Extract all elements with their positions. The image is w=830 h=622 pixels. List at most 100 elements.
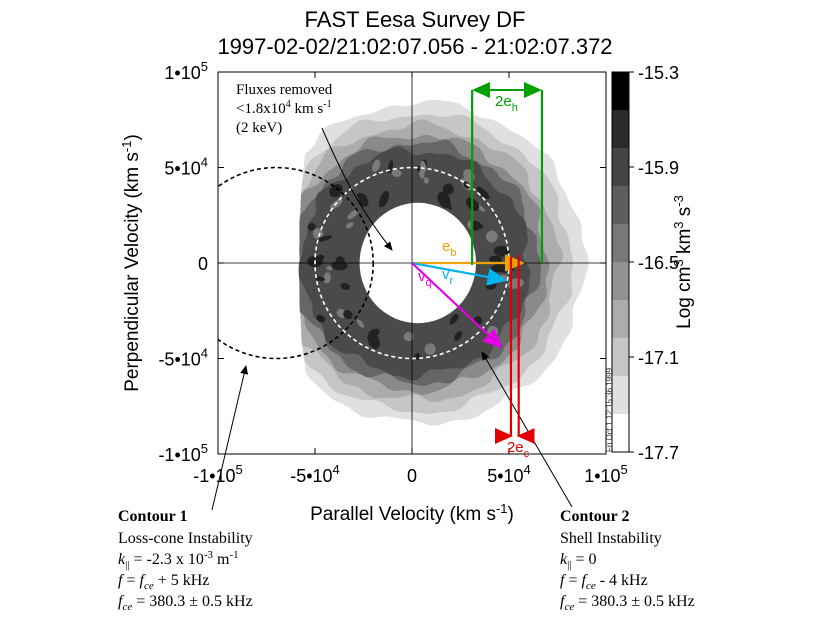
df-speckle bbox=[340, 282, 351, 291]
y-tick-label-2: 0 bbox=[198, 254, 208, 274]
contour1-k-lead: k bbox=[118, 551, 126, 568]
timestamp-stamp: Fri Oct 1 12:15:36 1999 bbox=[605, 367, 614, 452]
contour1-f-lead: f bbox=[118, 572, 125, 589]
df-speckle bbox=[420, 160, 427, 173]
fluxes-arrow bbox=[321, 127, 393, 251]
x-tick-label-1: -5•104 bbox=[290, 462, 340, 486]
contour1-f-fce-sub: ce bbox=[144, 580, 154, 592]
df-speckle bbox=[476, 186, 490, 200]
x-tick-label-0: -1•105 bbox=[193, 462, 243, 486]
df-speckle bbox=[463, 181, 470, 189]
fluxes-line2-sup: 4 bbox=[286, 99, 291, 110]
contour2-fce-sub: ce bbox=[564, 601, 574, 613]
colorbar-level-6 bbox=[612, 300, 629, 339]
colorbar: -15.3 -15.9 -16.5 -17.1 -17.7 bbox=[611, 63, 679, 463]
df-speckle bbox=[403, 332, 414, 342]
colorbar-label-sup2: 3 bbox=[671, 221, 686, 228]
contour2-f-eq: = bbox=[564, 572, 581, 589]
vector-v_q bbox=[411, 262, 503, 349]
fluxes-line2: <1.8x104 km s-1 bbox=[236, 99, 332, 117]
colorbar-tick-label-0: -15.3 bbox=[638, 63, 679, 83]
contour1-pointer bbox=[211, 365, 249, 511]
df-speckle bbox=[372, 159, 381, 173]
contour2-k-val: = 0 bbox=[572, 551, 597, 568]
contour1-fce-val: = 380.3 bbox=[132, 593, 189, 610]
df-speckle bbox=[314, 276, 326, 282]
x-tick-label-3: 5•104 bbox=[487, 462, 531, 486]
df-speckle bbox=[329, 184, 343, 198]
df-speckle bbox=[493, 245, 510, 257]
df-speckle bbox=[443, 198, 452, 210]
df-speckle bbox=[343, 310, 353, 320]
contour1-k-val: = -2.3 x 10 bbox=[130, 551, 204, 568]
colorbar-level-5 bbox=[612, 262, 629, 301]
fluxes-annotation: Fluxes removed <1.8x104 km s-1 (2 keV) bbox=[236, 82, 333, 136]
contour1-fce-sub: ce bbox=[122, 601, 132, 613]
contour2-title: Contour 2 bbox=[560, 508, 630, 525]
contour1-k-unit: m bbox=[213, 551, 230, 568]
y-tick-label-0: 1•105 bbox=[164, 59, 208, 83]
y-axis-label-sup: -1 bbox=[119, 141, 134, 153]
contour1-k: k|| = -2.3 x 10-3 m-1 bbox=[118, 549, 239, 571]
df-speckle bbox=[307, 223, 316, 231]
x-axis-label: Parallel Velocity (km s-1) bbox=[310, 501, 514, 525]
contour1-fce: fce = 380.3 ± 0.5 kHz bbox=[118, 593, 253, 613]
contour2-k-lead: k bbox=[560, 551, 568, 568]
df-speckle bbox=[424, 343, 436, 355]
vector-label-v_q: vq bbox=[418, 268, 432, 289]
contour2-f-fce: f bbox=[581, 572, 588, 589]
colorbar-tick-label-2: -16.5 bbox=[638, 253, 679, 273]
df-speckle bbox=[335, 256, 345, 265]
contour2-fce-lead: f bbox=[560, 593, 567, 610]
fluxes-line2-a: <1.8x10 bbox=[236, 101, 286, 117]
contour2-fce-pm: ± bbox=[631, 593, 640, 610]
contour1-fce-pm: ± bbox=[189, 593, 198, 610]
colorbar-label-text: Log cm bbox=[674, 267, 695, 329]
df-speckle bbox=[330, 261, 348, 271]
colorbar-label-mid2: s bbox=[674, 207, 695, 222]
df-speckle bbox=[454, 330, 463, 342]
contour2-f-tail: - 4 kHz bbox=[596, 572, 648, 589]
contour2-fce-unit: 0.5 kHz bbox=[640, 593, 695, 610]
colorbar-tick-label-4: -17.7 bbox=[638, 443, 679, 463]
contour2-fce-val: = 380.3 bbox=[574, 593, 631, 610]
colorbar-level-2 bbox=[612, 148, 629, 187]
contour2-fce: fce = 380.3 ± 0.5 kHz bbox=[560, 593, 695, 613]
loss-cone-contour bbox=[218, 166, 374, 360]
colorbar-level-4 bbox=[612, 224, 629, 263]
df-speckle bbox=[358, 196, 369, 207]
chart-title: FAST Eesa Survey DF bbox=[305, 7, 526, 32]
x-axis-label-sup: -1 bbox=[496, 501, 508, 516]
df-speckle bbox=[485, 230, 498, 243]
contour1-f-fce: f bbox=[139, 572, 146, 589]
df-speckle bbox=[312, 228, 324, 240]
df-speckle bbox=[356, 319, 365, 328]
colorbar-level-7 bbox=[612, 338, 629, 377]
contour2-k: k|| = 0 bbox=[560, 551, 597, 571]
y-tick-label-4: -1•105 bbox=[158, 441, 208, 465]
df-speckle bbox=[315, 235, 333, 242]
fluxes-line1: Fluxes removed bbox=[236, 82, 333, 98]
colorbar-label: Log cm3 km3 s-3 bbox=[671, 195, 695, 329]
df-speckle bbox=[442, 183, 454, 195]
df-speckle bbox=[449, 313, 459, 325]
colorbar-level-1 bbox=[612, 110, 629, 149]
chart-subtitle: 1997-02-02/21:02:07.056 - 21:02:07.372 bbox=[217, 34, 612, 59]
contour2-block: Contour 2 Shell Instability k|| = 0 f = … bbox=[560, 508, 695, 613]
bracket-2eh-label: 2eh bbox=[495, 93, 518, 114]
contour2-f-fce-sub: ce bbox=[586, 580, 596, 592]
contour1-fce-unit: 0.5 kHz bbox=[198, 593, 253, 610]
fluxes-line2-b: km s bbox=[291, 101, 324, 117]
contour1-block: Contour 1 Loss-cone Instability k|| = -2… bbox=[118, 508, 253, 613]
df-speckle bbox=[316, 314, 326, 323]
contour2-k-sub: || bbox=[567, 559, 571, 571]
colorbar-label-mid: km bbox=[674, 229, 695, 260]
x-axis-label-end: ) bbox=[508, 504, 514, 525]
df-speckle bbox=[345, 222, 354, 229]
y-tick-label-3: -5•104 bbox=[158, 346, 208, 370]
fluxes-line2-sup2: -1 bbox=[323, 99, 331, 110]
fluxes-line3: (2 keV) bbox=[236, 120, 282, 136]
contour1-fce-lead: f bbox=[118, 593, 125, 610]
contour1-f-tail: + 5 kHz bbox=[154, 572, 210, 589]
contour2-f-lead: f bbox=[560, 572, 567, 589]
